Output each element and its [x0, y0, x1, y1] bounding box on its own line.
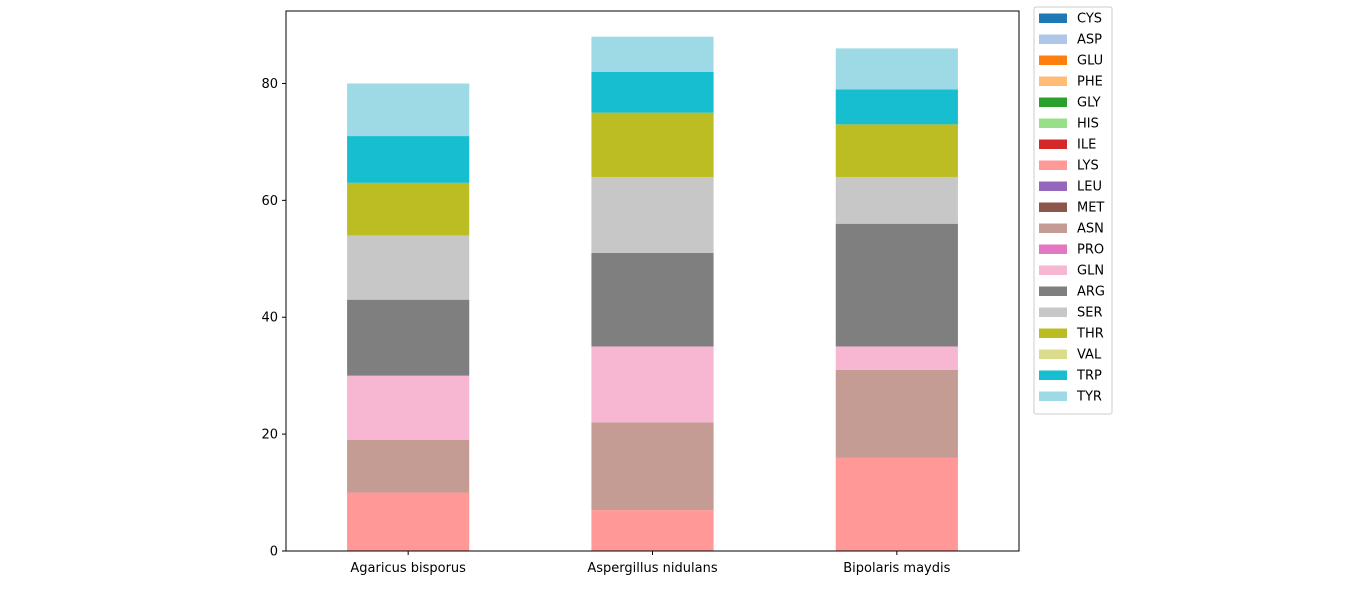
bar-segment-ser-1: [591, 176, 714, 253]
bar-segment-asn-0: [347, 439, 470, 493]
legend-label-phe: PHE: [1077, 75, 1103, 90]
legend-swatch-ser: [1039, 307, 1067, 317]
bar-segment-trp-0: [347, 136, 470, 183]
legend-swatch-lys: [1039, 160, 1067, 170]
legend-label-ile: ILE: [1077, 138, 1096, 153]
legend-swatch-ile: [1039, 139, 1067, 149]
bar-segment-trp-1: [591, 71, 714, 113]
legend-label-asn: ASN: [1077, 222, 1104, 237]
legend-swatch-glu: [1039, 55, 1067, 65]
legend-swatch-val: [1039, 349, 1067, 359]
legend-swatch-trp: [1039, 370, 1067, 380]
legend-label-gly: GLY: [1077, 96, 1101, 111]
bar-segment-lys-0: [347, 492, 470, 551]
legend-label-arg: ARG: [1077, 285, 1105, 300]
legend-swatch-his: [1039, 118, 1067, 128]
legend-label-cys: CYS: [1077, 12, 1102, 27]
legend-label-his: HIS: [1077, 117, 1099, 132]
legend-label-met: MET: [1077, 201, 1104, 216]
legend-swatch-thr: [1039, 328, 1067, 338]
x-tick-label: Bipolaris maydis: [843, 561, 950, 576]
legend-label-asp: ASP: [1077, 33, 1102, 48]
axes-layer: 0 20 40 60 80 Agaricus bisporus Aspergillus ni…: [261, 10, 1020, 576]
bar-segment-arg-0: [347, 299, 470, 376]
legend-label-val: VAL: [1077, 348, 1102, 363]
y-tick-label: 0: [270, 545, 278, 560]
bar-segment-thr-2: [835, 124, 958, 177]
bar-segment-trp-2: [835, 89, 958, 125]
legend-label-glu: GLU: [1077, 54, 1103, 69]
bar-segment-asn-1: [591, 422, 714, 511]
y-tick-label: 20: [261, 428, 278, 443]
legend-label-tyr: TYR: [1076, 390, 1102, 405]
legend-swatch-gln: [1039, 265, 1067, 275]
legend-label-pro: PRO: [1077, 243, 1104, 258]
legend-swatch-cys: [1039, 13, 1067, 23]
x-tick-label: Aspergillus nidulans: [587, 561, 717, 576]
bar-segment-asn-2: [835, 369, 958, 458]
legend-swatch-phe: [1039, 76, 1067, 86]
bars-layer: [347, 36, 958, 551]
legend-swatch-met: [1039, 202, 1067, 212]
legend-swatch-asn: [1039, 223, 1067, 233]
legend-swatch-tyr: [1039, 391, 1067, 401]
bar-segment-ser-2: [835, 176, 958, 224]
legend-swatch-leu: [1039, 181, 1067, 191]
bar-segment-thr-0: [347, 182, 470, 236]
legend-swatch-arg: [1039, 286, 1067, 296]
legend-label-leu: LEU: [1077, 180, 1102, 195]
legend-label-lys: LYS: [1077, 159, 1099, 174]
bar-segment-lys-2: [835, 457, 958, 551]
legend-label-ser: SER: [1077, 306, 1103, 321]
bar-segment-gln-1: [591, 346, 714, 423]
bar-segment-tyr-1: [591, 36, 714, 72]
legend-swatch-asp: [1039, 34, 1067, 44]
bar-segment-gln-2: [835, 346, 958, 370]
legend-swatch-pro: [1039, 244, 1067, 254]
legend-label-trp: TRP: [1076, 369, 1102, 384]
legend-label-gln: GLN: [1077, 264, 1104, 279]
legend-label-thr: THR: [1076, 327, 1104, 342]
bar-segment-tyr-2: [835, 48, 958, 90]
y-tick-label: 60: [261, 194, 278, 209]
bar-segment-thr-1: [591, 112, 714, 177]
legend-swatch-gly: [1039, 97, 1067, 107]
y-tick-label: 80: [261, 77, 278, 92]
bar-segment-gln-0: [347, 375, 470, 440]
legend: CYS ASP GLU PHE GLY HIS ILE LYS LEU MET ASN PRO GLN A…: [1033, 6, 1113, 415]
bar-segment-arg-2: [835, 223, 958, 347]
y-tick-label: 40: [261, 311, 278, 326]
x-tick-label: Agaricus bisporus: [350, 561, 466, 576]
bar-segment-tyr-0: [347, 83, 470, 137]
bar-segment-arg-1: [591, 252, 714, 347]
bar-segment-ser-0: [347, 235, 470, 300]
bar-segment-lys-1: [591, 510, 714, 551]
